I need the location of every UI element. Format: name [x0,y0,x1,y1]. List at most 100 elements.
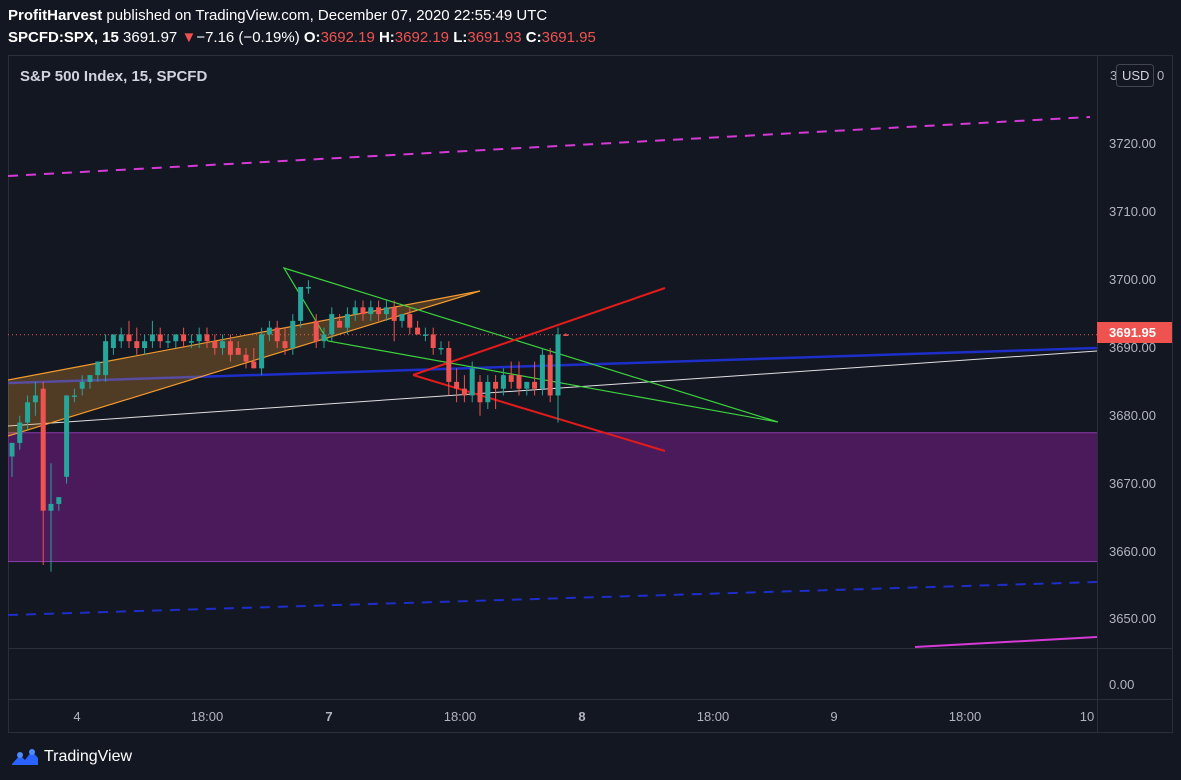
candle-body[interactable] [563,334,569,336]
y-tick-label: 3650.00 [1109,611,1156,626]
candle-body[interactable] [337,320,343,328]
candle-body[interactable] [243,354,249,362]
candle-body[interactable] [485,381,491,403]
tradingview-watermark[interactable]: TradingView [10,745,132,769]
candle-body[interactable] [87,375,93,382]
candle-body[interactable] [266,327,272,335]
x-tick-label: 4 [73,709,80,724]
last-price: 3691.97 [123,29,178,46]
candle-body[interactable] [290,320,296,348]
candle-body[interactable] [532,381,538,389]
candle-body[interactable] [71,395,77,397]
price-axis[interactable]: 3 0 3720.00 3710.00 3700.00 3690.00 3680… [1109,68,1164,692]
red-megaphone-upper[interactable] [412,287,666,376]
candle-body[interactable] [220,341,226,348]
candle-body[interactable] [188,341,194,343]
chart-title: S&P 500 Index, 15, SPCFD [20,68,207,85]
candle-body[interactable] [103,341,109,376]
candle-body[interactable] [516,375,522,389]
candle-body[interactable] [259,334,265,369]
candle-body[interactable] [79,381,85,389]
candle-body[interactable] [40,388,46,511]
y-tick-label: 3710.00 [1109,204,1156,219]
candle-body[interactable] [142,341,148,348]
candle-body[interactable] [321,334,327,342]
candle-body[interactable] [64,395,70,477]
candle-body[interactable] [17,422,23,443]
candle-body[interactable] [204,334,210,342]
candle-body[interactable] [407,314,413,328]
candle-body[interactable] [56,497,62,504]
candle-body[interactable] [134,341,140,348]
candle-body[interactable] [446,348,452,382]
candle-body[interactable] [126,334,132,342]
tradingview-logo-icon [12,749,38,765]
candle-body[interactable] [181,334,187,342]
candle-body[interactable] [430,334,436,348]
candle-body[interactable] [157,334,163,342]
candle-body[interactable] [305,286,311,289]
candle-body[interactable] [368,307,374,315]
candle-body[interactable] [508,375,514,382]
candle-body[interactable] [25,402,31,423]
candle-body[interactable] [391,307,397,321]
candle-body[interactable] [173,334,179,342]
candle-body[interactable] [227,341,233,355]
candle-body[interactable] [329,314,335,335]
currency-button[interactable] [1116,64,1154,87]
candle-body[interactable] [251,361,257,369]
candle-body[interactable] [360,307,366,315]
support-zone[interactable] [8,432,1098,563]
candle-body[interactable] [95,361,101,376]
candle-body[interactable] [477,381,483,403]
candle-body[interactable] [118,334,124,342]
time-axis[interactable]: 4 18:00 7 18:00 8 18:00 9 18:00 10 [73,709,1094,724]
candle-body[interactable] [9,442,15,457]
author-name[interactable]: ProfitHarvest [8,7,103,24]
candle-body[interactable] [539,354,545,389]
candle-body[interactable] [235,348,241,355]
candle-body[interactable] [48,503,54,511]
candle-body[interactable] [422,334,428,336]
candle-body[interactable] [454,381,460,389]
candle-body[interactable] [274,327,280,342]
candle-body[interactable] [461,388,467,396]
partial-top-price-label-right: 0 [1157,68,1164,83]
magenta-dashed-trendline[interactable] [8,116,1091,177]
candle-body[interactable] [313,320,319,342]
currency-button-label: USD [1122,68,1149,83]
low-value: 3691.93 [467,29,522,46]
candle-body[interactable] [376,307,382,315]
candle-body[interactable] [298,286,304,321]
candle-body[interactable] [282,341,288,348]
blue-dashed-trendline[interactable] [8,581,1097,616]
watermark-text: TradingView [44,748,133,765]
candle-body[interactable] [438,348,444,350]
change-down-icon: ▼ [181,29,197,46]
candle-body[interactable] [469,368,475,396]
y-tick-label: 3700.00 [1109,272,1156,287]
orange-wedge-lower[interactable] [8,290,481,437]
candle-body[interactable] [383,307,389,315]
candle-body[interactable] [165,341,171,343]
candle-body[interactable] [344,314,350,328]
candle-body[interactable] [500,375,506,389]
candle-body[interactable] [352,307,358,315]
candle-body[interactable] [32,395,38,403]
close-label: C: [525,29,542,46]
candle-body[interactable] [524,381,530,389]
candle-body[interactable] [110,334,116,348]
orange-wedge-upper[interactable] [8,290,481,381]
x-tick-label: 18:00 [191,709,224,724]
candle-body[interactable] [196,334,202,342]
candle-body[interactable] [399,314,405,321]
magenta-trendline[interactable] [914,636,1097,648]
candle-body[interactable] [555,334,561,396]
candle-body[interactable] [547,354,553,396]
candle-body[interactable] [493,381,499,389]
candle-body[interactable] [149,334,155,342]
candle-body[interactable] [212,341,218,348]
candle-body[interactable] [415,327,421,335]
green-triangle-pattern[interactable] [282,266,779,423]
